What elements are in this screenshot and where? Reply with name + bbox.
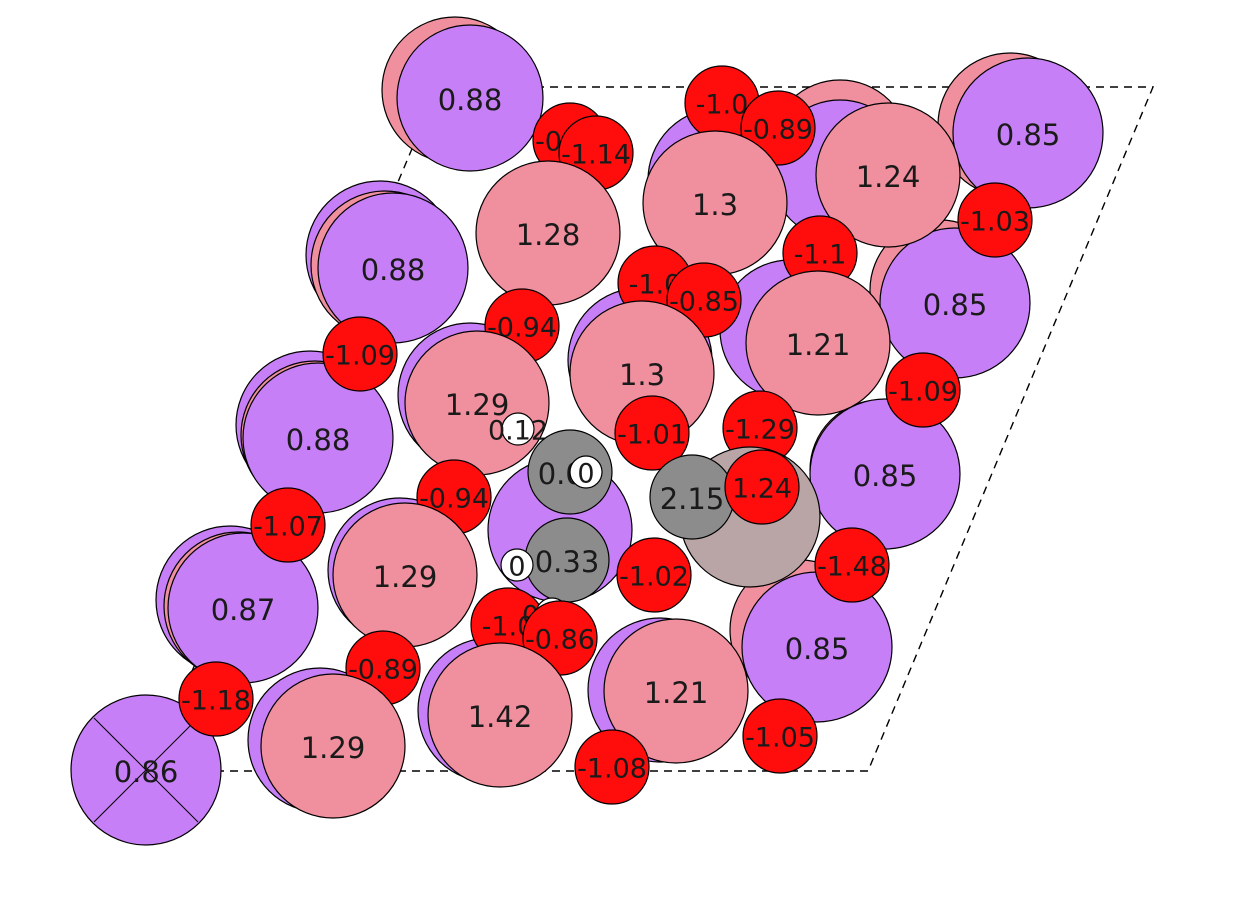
atom-sphere-fe bbox=[475, 160, 621, 306]
atom-sphere-o bbox=[322, 316, 398, 392]
atom-sphere-fe bbox=[603, 618, 749, 764]
atom-o-m12: -1.02 bbox=[616, 537, 692, 613]
atom-fe-1: 1.28 bbox=[475, 160, 621, 306]
atom-sphere-o bbox=[614, 395, 690, 471]
atom-sphere-k bbox=[952, 57, 1104, 209]
atom-sphere-h bbox=[500, 548, 534, 582]
atom-sphere-o bbox=[616, 537, 692, 613]
atom-o-m10: -1.07 bbox=[250, 487, 326, 563]
atom-c-2: 2.15 bbox=[649, 454, 735, 540]
atom-o-b6: -1.08 bbox=[574, 729, 650, 805]
atom-k-bg-2: 0.88 bbox=[317, 192, 469, 344]
atom-fe-8: 1.29 bbox=[260, 673, 406, 819]
atom-o-m13: -1.48 bbox=[814, 527, 890, 603]
atom-sphere-c bbox=[524, 517, 610, 603]
atom-sphere-fe bbox=[260, 673, 406, 819]
atom-c-3: 0.33 bbox=[524, 517, 610, 603]
atom-sphere-o bbox=[814, 527, 890, 603]
atom-sphere-o bbox=[724, 449, 800, 525]
atom-o-b4: -1.18 bbox=[178, 661, 254, 737]
atom-sphere-o bbox=[178, 661, 254, 737]
atom-sphere-h bbox=[501, 412, 535, 446]
atom-o-m11: 1.24 bbox=[724, 449, 800, 525]
atom-o-t5: -1.03 bbox=[957, 182, 1033, 258]
atom-sphere-fe bbox=[404, 330, 550, 476]
atom-sphere-k bbox=[396, 24, 544, 172]
unit-cell-outline bbox=[148, 86, 1155, 772]
atom-sphere-fe bbox=[815, 102, 961, 248]
atom-sphere-o bbox=[957, 182, 1033, 258]
atom-fe-9: 1.42 bbox=[427, 642, 573, 788]
atom-sphere-fe bbox=[745, 270, 891, 416]
atom-sphere-fe bbox=[427, 642, 573, 788]
atom-fe-6: 1.29 bbox=[404, 330, 550, 476]
atom-fe-7: 1.29 bbox=[332, 502, 478, 648]
atom-o-m5: -1.09 bbox=[322, 316, 398, 392]
atom-k-bg-1: 0.88 bbox=[396, 24, 544, 172]
atom-o-m6: -1.09 bbox=[885, 352, 961, 428]
atom-sphere-c bbox=[649, 454, 735, 540]
atom-sphere-o bbox=[250, 487, 326, 563]
atom-sphere-o bbox=[574, 729, 650, 805]
atom-sphere-fe bbox=[332, 502, 478, 648]
atom-sphere-o bbox=[742, 698, 818, 774]
atoms-layer: 0.880.880.880.870.860.850.850.850.85-1.0… bbox=[70, 24, 1104, 846]
atom-sphere-o bbox=[885, 352, 961, 428]
atom-sphere-k bbox=[317, 192, 469, 344]
atom-k-r1: 0.85 bbox=[952, 57, 1104, 209]
atom-sphere-h bbox=[569, 455, 603, 489]
atom-o-b5: -1.05 bbox=[742, 698, 818, 774]
